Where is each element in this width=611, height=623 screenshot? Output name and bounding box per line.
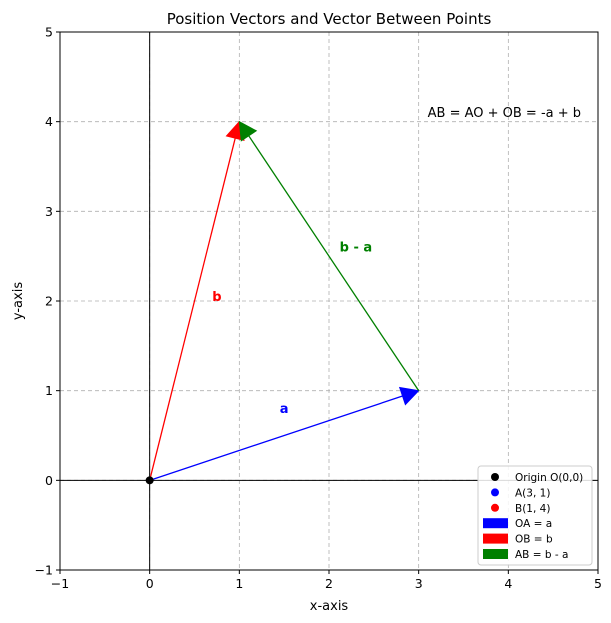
vector-arrowhead-0: [398, 386, 420, 406]
y-tick-label: 4: [45, 114, 53, 129]
x-tick-label: 4: [504, 576, 512, 591]
legend-marker-2: [491, 503, 499, 512]
vector-label-0: a: [280, 402, 289, 417]
y-tick-label: 2: [45, 294, 53, 309]
legend-patch-5: [483, 549, 508, 559]
legend: Origin O(0,0) A(3, 1) B(1, 4) OA = a OB = b A…: [477, 465, 593, 566]
vector-arrowhead-2: [238, 120, 258, 142]
x-tick-label: 0: [146, 576, 154, 591]
annotation: AB = AO + OB = -a + b: [428, 106, 581, 121]
y-tick-label: 1: [45, 383, 53, 398]
vector-label-1: b: [212, 290, 221, 305]
x-tick-label: 1: [235, 576, 243, 591]
legend-label-1: A(3, 1): [515, 487, 550, 499]
vector-shaft-0: [149, 395, 403, 481]
vector-shaft-1: [149, 138, 236, 481]
y-tick-label: 5: [45, 25, 53, 40]
vector-shaft-2: [248, 135, 420, 392]
legend-label-0: Origin O(0,0): [515, 472, 583, 484]
legend-label-2: B(1, 4): [515, 503, 550, 515]
y-tick-label: 3: [45, 204, 53, 219]
legend-label-4: OB = b: [515, 534, 553, 546]
x-tick-label: 3: [415, 576, 423, 591]
y-tick-label: −1: [35, 563, 53, 578]
x-tick-label: 5: [594, 576, 602, 591]
ticks: −1 0 1 2 3 4 5 −1 0 1 2 3 4 5: [35, 25, 602, 592]
vectors: [149, 120, 420, 481]
vector-labels: a b b - a: [212, 241, 372, 417]
legend-marker-1: [491, 488, 499, 497]
legend-patch-3: [483, 518, 508, 529]
vector-label-2: b - a: [340, 241, 373, 256]
point-origin: [145, 476, 154, 485]
legend-label-3: OA = a: [515, 518, 552, 530]
x-tick-label: −1: [51, 576, 69, 591]
legend-label-5: AB = b - a: [515, 549, 568, 561]
x-axis-label: x-axis: [310, 599, 349, 614]
points: [145, 476, 154, 485]
legend-marker-0: [491, 473, 499, 481]
chart-title: Position Vectors and Vector Between Poin…: [167, 10, 492, 28]
y-tick-label: 0: [45, 473, 53, 488]
legend-patch-4: [483, 533, 508, 544]
y-axis-label: y-axis: [11, 282, 26, 320]
x-tick-label: 2: [325, 576, 333, 591]
